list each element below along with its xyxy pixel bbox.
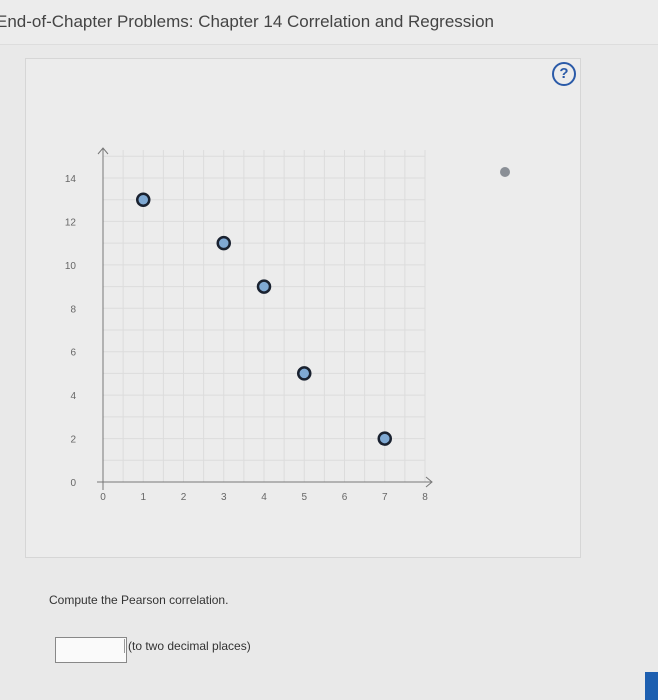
help-button[interactable]: ? [552, 62, 576, 86]
y-tick-label: 0 [70, 478, 76, 489]
answer-input[interactable] [55, 637, 127, 663]
answer-hint: (to two decimal places) [124, 639, 251, 653]
x-tick-label: 6 [342, 492, 348, 503]
x-tick-label: 4 [261, 492, 267, 503]
data-point [297, 366, 312, 381]
y-tick-label: 14 [65, 174, 77, 185]
x-tick-label: 3 [221, 492, 227, 503]
y-tick-label: 8 [70, 304, 76, 315]
y-tick-label: 10 [65, 261, 77, 272]
data-point [256, 279, 272, 294]
data-point [216, 235, 231, 251]
question-circle-icon: ? [559, 65, 569, 82]
x-tick-label: 2 [181, 492, 187, 503]
side-button[interactable] [645, 672, 658, 700]
point-tool-icon[interactable] [500, 167, 510, 177]
question-text: Compute the Pearson correlation. [49, 593, 229, 607]
header-bar [0, 0, 658, 45]
x-tick-label: 1 [140, 492, 146, 503]
x-tick-label: 7 [382, 492, 388, 503]
data-point [377, 431, 392, 446]
y-tick-label: 4 [70, 391, 76, 402]
x-tick-label: 8 [422, 492, 428, 503]
x-tick-label: 0 [100, 492, 106, 503]
x-tick-label: 5 [301, 492, 307, 503]
y-tick-label: 6 [70, 348, 76, 359]
page-title: End-of-Chapter Problems: Chapter 14 Corr… [0, 12, 494, 31]
y-tick-label: 2 [70, 435, 76, 446]
y-tick-label: 12 [65, 217, 77, 228]
y-axis-arrow [97, 147, 109, 155]
data-point [136, 192, 151, 207]
x-axis-arrow [425, 476, 433, 488]
